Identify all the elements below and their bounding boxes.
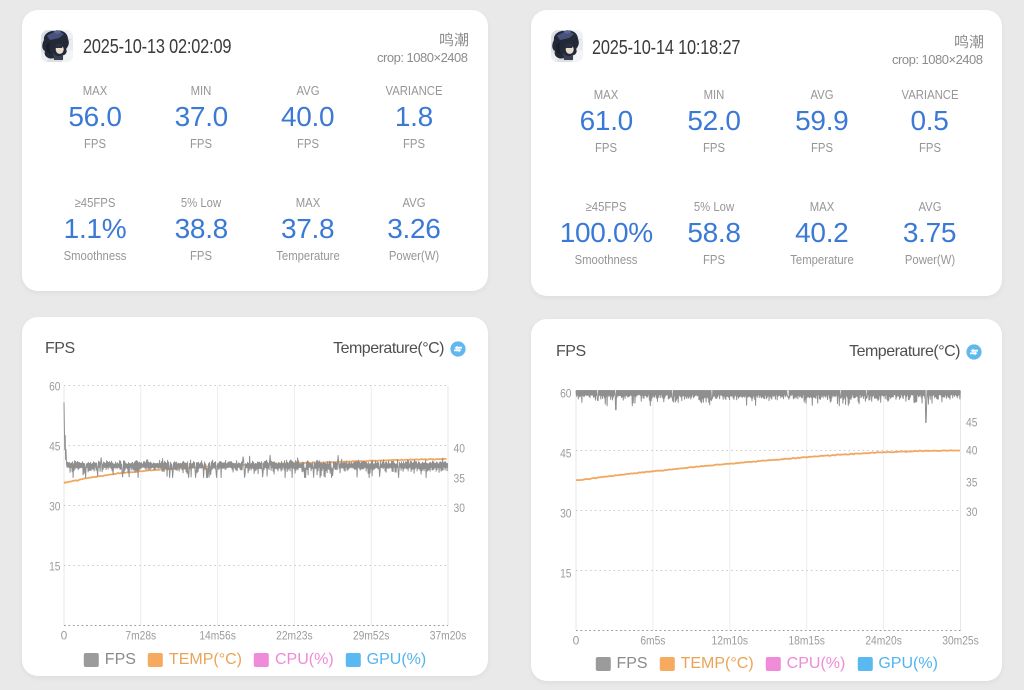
svg-text:29m52s: 29m52s <box>353 629 390 643</box>
svg-text:18m15s: 18m15s <box>788 634 825 648</box>
svg-text:35: 35 <box>966 476 978 490</box>
svg-text:15: 15 <box>560 567 572 581</box>
svg-text:30: 30 <box>560 507 572 521</box>
svg-text:30: 30 <box>49 500 61 514</box>
svg-text:0: 0 <box>573 634 580 648</box>
svg-text:45: 45 <box>560 447 572 461</box>
svg-text:15: 15 <box>49 560 61 574</box>
svg-text:12m10s: 12m10s <box>712 634 749 648</box>
svg-text:24m20s: 24m20s <box>865 634 902 648</box>
svg-text:6m5s: 6m5s <box>640 634 665 648</box>
svg-text:22m23s: 22m23s <box>276 629 313 643</box>
svg-text:45: 45 <box>966 416 978 430</box>
svg-text:40: 40 <box>454 442 466 456</box>
svg-text:30m25s: 30m25s <box>942 634 979 648</box>
svg-text:30: 30 <box>966 505 978 519</box>
svg-text:37m20s: 37m20s <box>430 629 467 643</box>
svg-text:60: 60 <box>560 387 572 401</box>
svg-text:0: 0 <box>61 629 68 643</box>
svg-text:60: 60 <box>49 380 61 394</box>
svg-text:40: 40 <box>966 444 978 458</box>
svg-text:14m56s: 14m56s <box>199 629 236 643</box>
svg-text:7m28s: 7m28s <box>125 629 156 643</box>
svg-text:35: 35 <box>454 472 466 486</box>
svg-text:30: 30 <box>454 501 466 515</box>
svg-text:45: 45 <box>49 440 61 454</box>
